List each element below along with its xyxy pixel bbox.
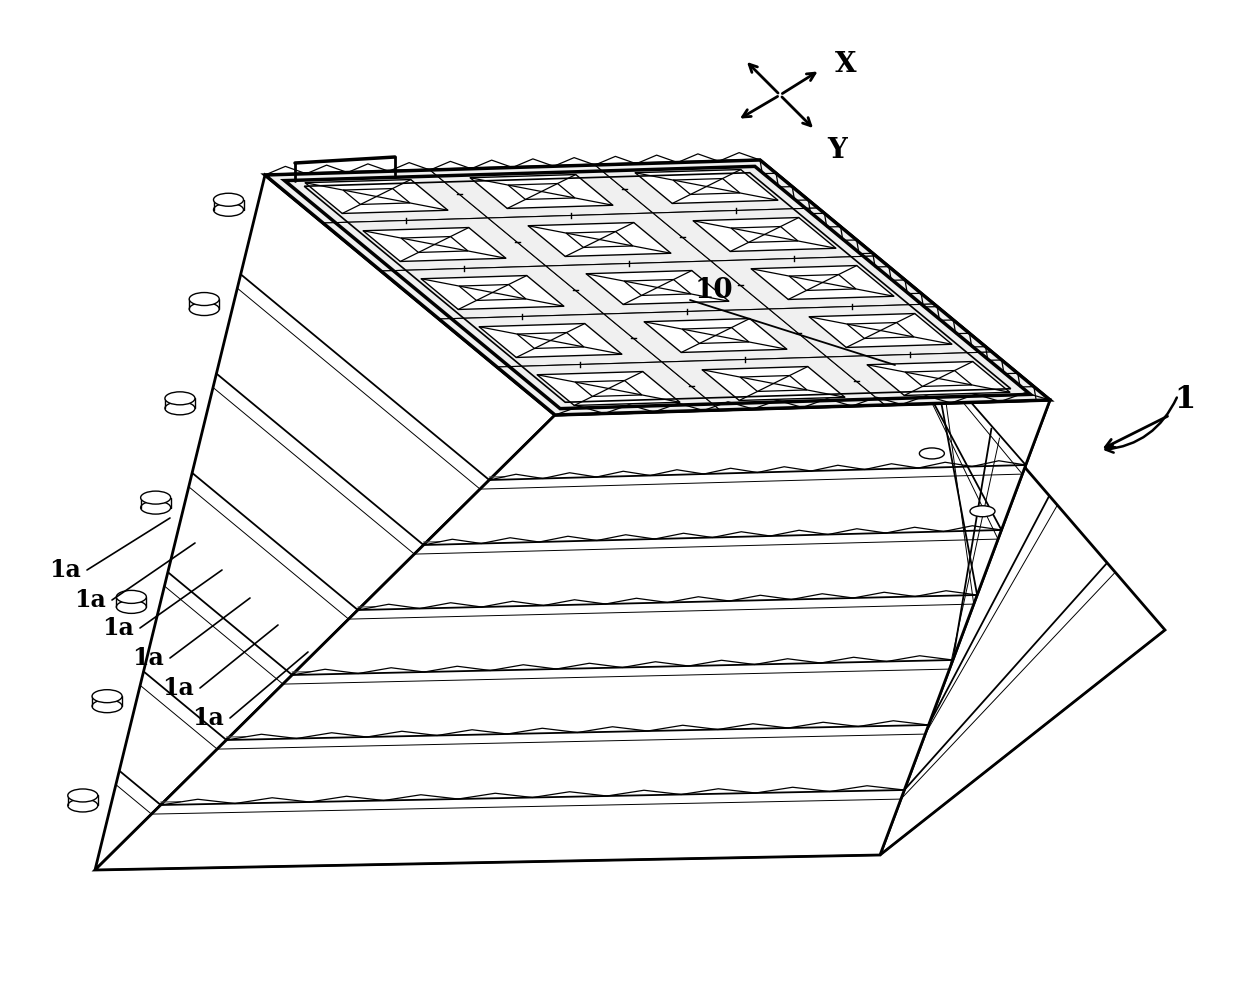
Ellipse shape <box>165 401 195 415</box>
Polygon shape <box>905 371 972 386</box>
Ellipse shape <box>190 292 219 305</box>
Text: 1a: 1a <box>102 616 134 640</box>
Polygon shape <box>595 160 818 213</box>
Polygon shape <box>810 313 952 348</box>
Ellipse shape <box>818 332 843 343</box>
Polygon shape <box>508 183 575 199</box>
Polygon shape <box>673 178 740 194</box>
Polygon shape <box>305 179 448 213</box>
Polygon shape <box>322 218 546 271</box>
Polygon shape <box>528 223 671 257</box>
Polygon shape <box>439 314 662 367</box>
Ellipse shape <box>970 505 994 516</box>
Text: 1a: 1a <box>192 706 224 730</box>
Polygon shape <box>682 328 749 344</box>
Text: X: X <box>835 52 856 78</box>
Text: 1a: 1a <box>162 676 193 700</box>
Ellipse shape <box>68 799 98 812</box>
Polygon shape <box>693 218 836 252</box>
Polygon shape <box>662 357 885 410</box>
Polygon shape <box>635 169 777 203</box>
Polygon shape <box>489 213 711 266</box>
Ellipse shape <box>140 492 171 504</box>
Polygon shape <box>575 381 642 396</box>
Polygon shape <box>769 304 992 357</box>
Polygon shape <box>497 362 720 415</box>
Polygon shape <box>751 266 894 299</box>
Polygon shape <box>517 333 584 349</box>
Polygon shape <box>363 228 506 262</box>
Polygon shape <box>732 227 799 243</box>
Polygon shape <box>653 208 875 261</box>
Polygon shape <box>740 376 807 391</box>
Polygon shape <box>565 232 632 248</box>
Polygon shape <box>401 237 467 253</box>
Polygon shape <box>381 266 604 319</box>
Text: 1a: 1a <box>74 588 105 612</box>
Ellipse shape <box>92 690 122 703</box>
Polygon shape <box>343 188 410 204</box>
Polygon shape <box>470 174 613 208</box>
Polygon shape <box>459 284 526 300</box>
Polygon shape <box>537 372 680 405</box>
Ellipse shape <box>190 302 219 315</box>
Text: 1a: 1a <box>133 646 164 670</box>
Polygon shape <box>867 362 1009 395</box>
Ellipse shape <box>869 390 894 401</box>
Ellipse shape <box>213 203 243 216</box>
Ellipse shape <box>117 601 146 613</box>
Text: 1a: 1a <box>50 558 81 582</box>
Polygon shape <box>265 170 489 223</box>
Ellipse shape <box>140 501 171 514</box>
Text: 1: 1 <box>1174 385 1195 415</box>
Ellipse shape <box>117 591 146 604</box>
Polygon shape <box>624 279 691 295</box>
Polygon shape <box>546 261 769 314</box>
Polygon shape <box>644 318 787 353</box>
Polygon shape <box>604 309 827 362</box>
Polygon shape <box>430 165 653 218</box>
Polygon shape <box>265 160 1050 415</box>
Polygon shape <box>587 271 729 304</box>
Polygon shape <box>827 352 1050 405</box>
Polygon shape <box>847 322 914 339</box>
Ellipse shape <box>68 789 98 802</box>
Ellipse shape <box>919 448 945 459</box>
Ellipse shape <box>92 700 122 713</box>
Polygon shape <box>711 256 934 309</box>
Polygon shape <box>760 160 1166 855</box>
Polygon shape <box>95 400 1050 870</box>
Ellipse shape <box>165 391 195 404</box>
Text: Y: Y <box>827 138 847 165</box>
Polygon shape <box>702 367 844 400</box>
Polygon shape <box>95 175 556 870</box>
Ellipse shape <box>213 193 243 206</box>
Text: 10: 10 <box>694 276 734 303</box>
Polygon shape <box>789 275 856 290</box>
Polygon shape <box>479 323 621 358</box>
Polygon shape <box>422 275 564 309</box>
